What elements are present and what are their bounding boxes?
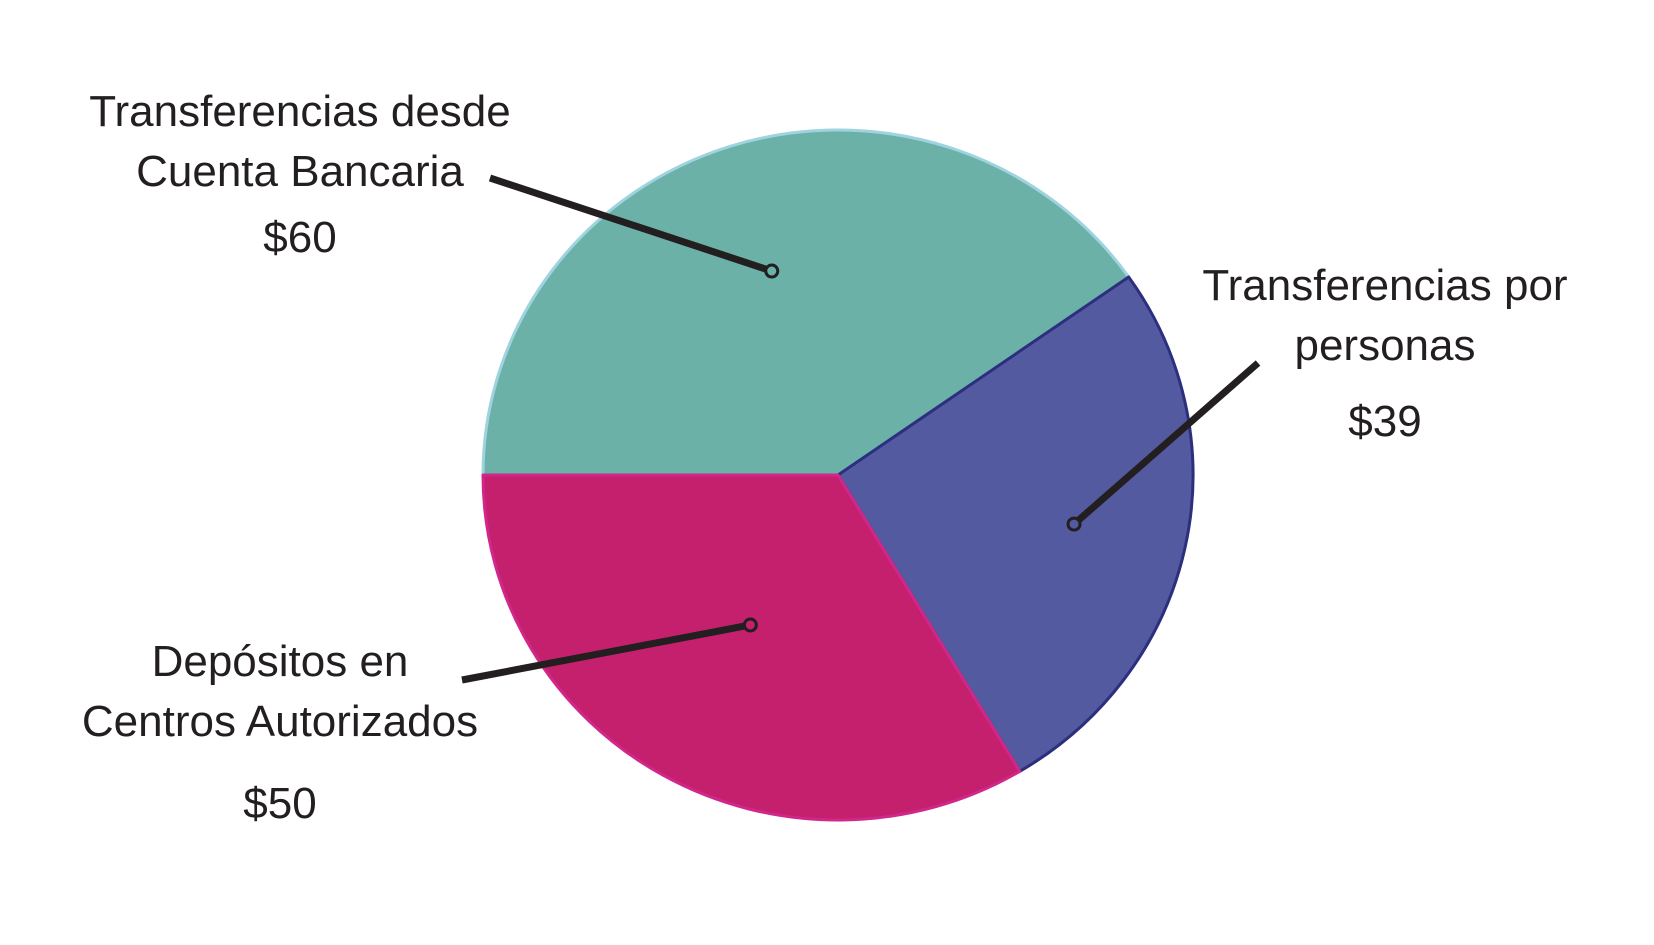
leader-dot xyxy=(764,263,780,279)
leader-dot xyxy=(742,617,758,633)
pie-slice-cuenta-bancaria xyxy=(481,128,1131,477)
slice-value-label: $60 xyxy=(263,213,337,262)
slice-label-centros-autorizados: Depósitos en Centros Autorizados $50 xyxy=(40,632,520,834)
slice-value-label: $39 xyxy=(1348,397,1422,446)
leader-line xyxy=(488,174,773,275)
slice-label-line2: Centros Autorizados xyxy=(81,697,479,746)
slice-label-line2: personas xyxy=(1294,321,1476,370)
leader-line xyxy=(1071,360,1261,527)
pie-slice-centros-autorizados xyxy=(481,473,1022,822)
slice-label-personas: Transferencias por personas $39 xyxy=(1175,256,1595,452)
slice-label-line1: Transferencias por xyxy=(1202,261,1568,310)
pie-slice-personas xyxy=(836,275,1195,773)
leader-line xyxy=(461,621,751,684)
slice-label-line1: Depósitos en xyxy=(151,637,409,686)
leader-dot xyxy=(1066,516,1082,532)
slice-label-line2: Cuenta Bancaria xyxy=(136,147,464,196)
slice-label-line1: Transferencias desde xyxy=(89,87,511,136)
slice-label-cuenta-bancaria: Transferencias desde Cuenta Bancaria $60 xyxy=(60,82,540,268)
slice-value-label: $50 xyxy=(243,779,317,828)
